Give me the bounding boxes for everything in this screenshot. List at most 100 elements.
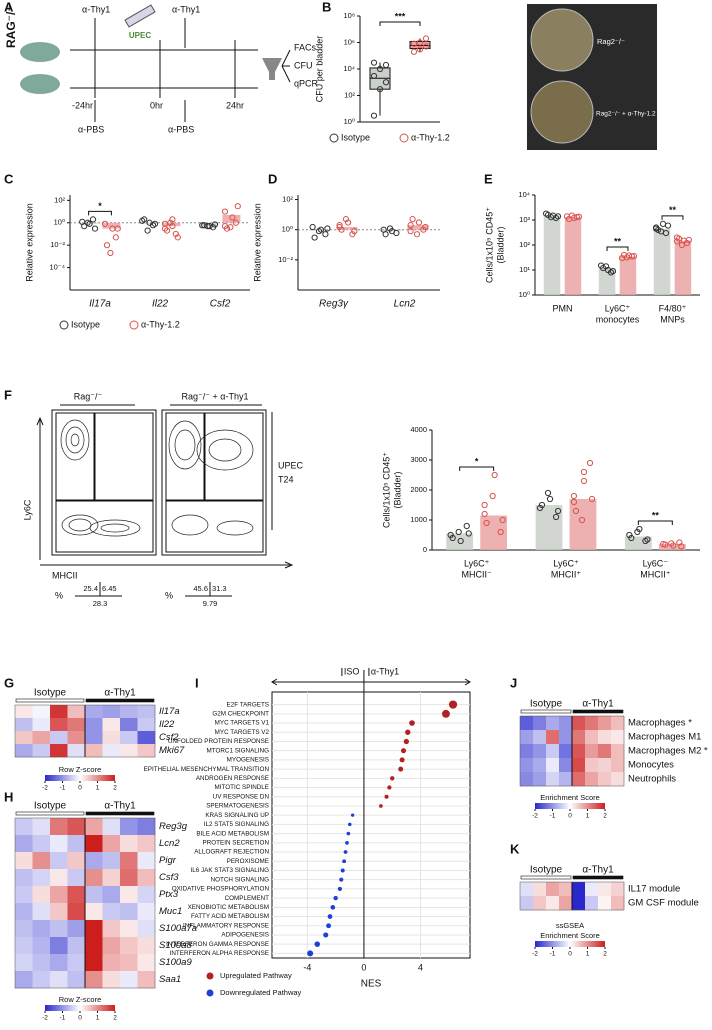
x-tick-label: F4/80⁺ xyxy=(659,303,687,313)
colorbar-tick-label: 2 xyxy=(113,785,117,792)
heatmap-cell xyxy=(137,852,156,870)
heatmap-cell xyxy=(559,896,573,911)
data-point xyxy=(232,219,239,226)
pathway-label: FATTY ACID METABOLISM xyxy=(191,913,269,920)
row-label: Macrophages M2 * xyxy=(628,746,708,757)
group-bar xyxy=(85,698,155,703)
heatmap-cell xyxy=(85,920,103,938)
heatmap-cell xyxy=(120,705,138,719)
heatmap-cell xyxy=(67,718,86,732)
pathway-label: ADIPOGENESIS xyxy=(221,932,269,939)
condition-label: UPEC xyxy=(278,460,304,470)
data-point xyxy=(151,220,159,227)
arrows xyxy=(94,18,186,122)
pathway-dot xyxy=(326,923,331,929)
heatmap-cell xyxy=(598,730,612,745)
y-axis-label: Cells/1x10⁵ CD45⁺ xyxy=(484,207,494,283)
colorbar-tick-label: 1 xyxy=(96,785,100,792)
heatmap-cell xyxy=(85,852,103,870)
heatmap-cell xyxy=(520,716,534,731)
row-label: S100a8 xyxy=(159,940,192,951)
panel-label: B xyxy=(322,0,331,14)
x-tick-label: MNPs xyxy=(660,314,685,324)
pathway-dot xyxy=(323,932,329,938)
y-axis-label: Cells/1x10⁵ CD45⁺ xyxy=(381,452,391,528)
x-tick-label: PMN xyxy=(553,303,573,313)
gate-value: 28.3 xyxy=(93,599,108,608)
group-label: Isotype xyxy=(530,865,563,876)
heatmap-cell xyxy=(50,954,68,972)
gate-value: 45.6 xyxy=(193,584,208,593)
heatmap-cell xyxy=(520,772,534,787)
data-point xyxy=(311,234,318,241)
colorbar-tick-label: -2 xyxy=(42,1015,48,1022)
pathway-label: MYC TARGETS V2 xyxy=(215,729,270,736)
x-tick-label: Il17a xyxy=(89,299,111,310)
heatmap-cell xyxy=(50,852,68,870)
data-point xyxy=(491,471,498,479)
heatmap-cell xyxy=(559,716,573,731)
heatmap-cell xyxy=(67,954,86,972)
data-point xyxy=(463,522,470,530)
data-point xyxy=(107,249,114,257)
data-point xyxy=(349,231,356,238)
bar xyxy=(162,222,181,227)
heatmap-cell xyxy=(85,886,103,904)
heatmap-cell xyxy=(102,903,121,921)
x-tick-label: Il22 xyxy=(152,299,169,310)
legend-marker xyxy=(206,972,214,980)
row-label: Il22 xyxy=(159,719,175,730)
significance-bracket xyxy=(88,210,112,216)
y-axis-label: Relative expression xyxy=(252,203,262,282)
heatmap-cell xyxy=(520,882,534,897)
heatmap-cell xyxy=(572,882,586,897)
pathway-label: OXIDATIVE PHOSPHORYLATION xyxy=(172,886,270,893)
pathway-label: ANDROGEN RESPONSE xyxy=(196,775,269,782)
y-tick-label: 1000 xyxy=(410,515,427,524)
row-label: S100a7a xyxy=(159,923,197,934)
plot-frame xyxy=(51,409,157,556)
pathway-label: IL6 JAK STAT3 SIGNALING xyxy=(190,867,269,874)
heatmap-cell xyxy=(32,954,51,972)
data-point xyxy=(415,219,423,226)
pathway-dot xyxy=(343,850,348,854)
heatmap-cell xyxy=(50,835,68,853)
data-point xyxy=(393,229,400,237)
group-bar xyxy=(85,811,155,816)
group-label: α-Thy1 xyxy=(104,801,136,812)
data-point xyxy=(229,214,236,221)
heatmap-cell xyxy=(67,705,86,719)
heatmap-cell xyxy=(32,886,51,904)
y-axis-label: Relative expression xyxy=(24,203,34,282)
pathway-label: IL2 STAT5 SIGNALING xyxy=(204,821,269,828)
header-label: ISO xyxy=(344,666,360,676)
gate-cross xyxy=(185,582,232,597)
y-tick-label: 10⁸ xyxy=(343,11,355,20)
heatmap-cell xyxy=(15,869,33,887)
y-tick-label: 3000 xyxy=(410,455,427,464)
panel-label: E xyxy=(484,171,493,186)
heatmap-cell xyxy=(32,852,51,870)
heatmap-cell xyxy=(533,896,547,911)
heatmap-cell xyxy=(120,971,138,989)
heatmap-cell xyxy=(598,716,612,731)
heatmap-cell xyxy=(533,882,547,897)
heatmap-cell xyxy=(120,835,138,853)
pathway-dot xyxy=(339,877,344,882)
colorbar xyxy=(45,1005,115,1011)
data-point xyxy=(89,216,97,223)
data-point xyxy=(407,222,414,229)
heatmap-frame xyxy=(519,881,625,911)
data-point xyxy=(204,223,211,230)
panel-label: D xyxy=(268,171,277,186)
heatmap-cell xyxy=(559,744,573,759)
heatmap-cell xyxy=(120,731,138,745)
heatmap-cell xyxy=(67,731,86,745)
data-point xyxy=(103,242,111,249)
x-axis-label: MHCII xyxy=(52,570,78,580)
colorbar-tick-label: -2 xyxy=(42,785,48,792)
readout-label: qPCR xyxy=(294,78,319,88)
data-point xyxy=(382,79,390,86)
heatmap-cell xyxy=(572,758,586,773)
heatmap-cell xyxy=(15,705,33,719)
